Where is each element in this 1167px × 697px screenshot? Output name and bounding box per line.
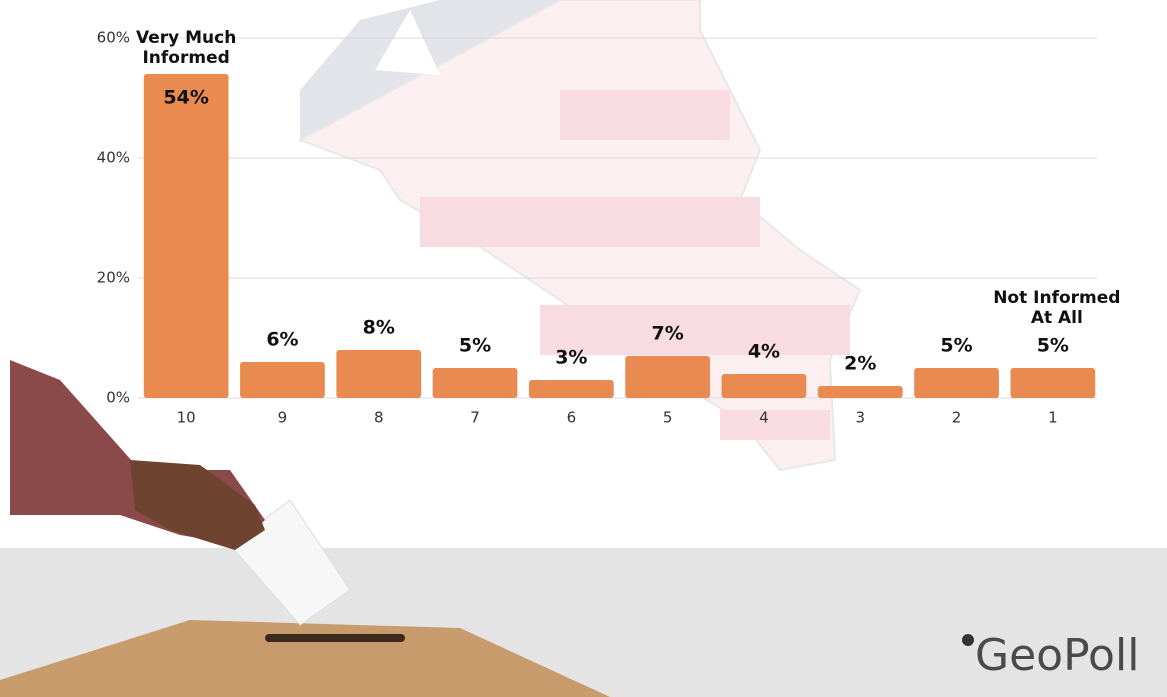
x-tick-label: 6 bbox=[567, 409, 577, 427]
logo-icon bbox=[962, 634, 974, 646]
x-tick-label: 4 bbox=[759, 409, 769, 427]
bar bbox=[143, 74, 229, 398]
bar bbox=[528, 380, 614, 398]
value-label: 5% bbox=[1037, 335, 1069, 357]
y-tick-label: 40% bbox=[97, 149, 130, 167]
x-tick-label: 10 bbox=[177, 409, 196, 427]
bar bbox=[625, 356, 711, 398]
y-tick-label: 20% bbox=[97, 269, 130, 287]
value-label: 54% bbox=[163, 87, 208, 109]
x-tick-label: 1 bbox=[1048, 409, 1058, 427]
annotation: Very Much Informed bbox=[135, 28, 237, 68]
value-label: 7% bbox=[652, 323, 684, 345]
bar bbox=[432, 368, 518, 398]
x-tick-label: 7 bbox=[470, 409, 480, 427]
bar bbox=[1010, 368, 1096, 398]
value-label: 5% bbox=[940, 335, 972, 357]
y-tick-label: 60% bbox=[97, 29, 130, 47]
bar bbox=[817, 386, 903, 398]
value-label: 5% bbox=[459, 335, 491, 357]
bar bbox=[240, 362, 325, 398]
x-tick-label: 2 bbox=[952, 409, 962, 427]
x-tick-label: 8 bbox=[374, 409, 384, 427]
value-label: 6% bbox=[266, 329, 298, 351]
x-tick-label: 9 bbox=[278, 409, 288, 427]
x-tick-label: 5 bbox=[663, 409, 673, 427]
bar bbox=[914, 368, 999, 398]
value-label: 3% bbox=[555, 347, 587, 369]
value-label: 4% bbox=[748, 341, 780, 363]
bar bbox=[336, 350, 422, 398]
hand bbox=[130, 460, 265, 550]
annotation: Not Informed At All bbox=[993, 288, 1121, 328]
ballot-box bbox=[0, 620, 610, 697]
bar bbox=[721, 374, 807, 398]
background-map bbox=[297, 0, 862, 472]
ballot-slot bbox=[265, 634, 405, 642]
logo: GeoPoll bbox=[975, 630, 1139, 681]
value-label: 2% bbox=[844, 353, 876, 375]
y-tick-label: 0% bbox=[106, 389, 130, 407]
value-label: 8% bbox=[363, 317, 395, 339]
x-tick-label: 3 bbox=[855, 409, 865, 427]
